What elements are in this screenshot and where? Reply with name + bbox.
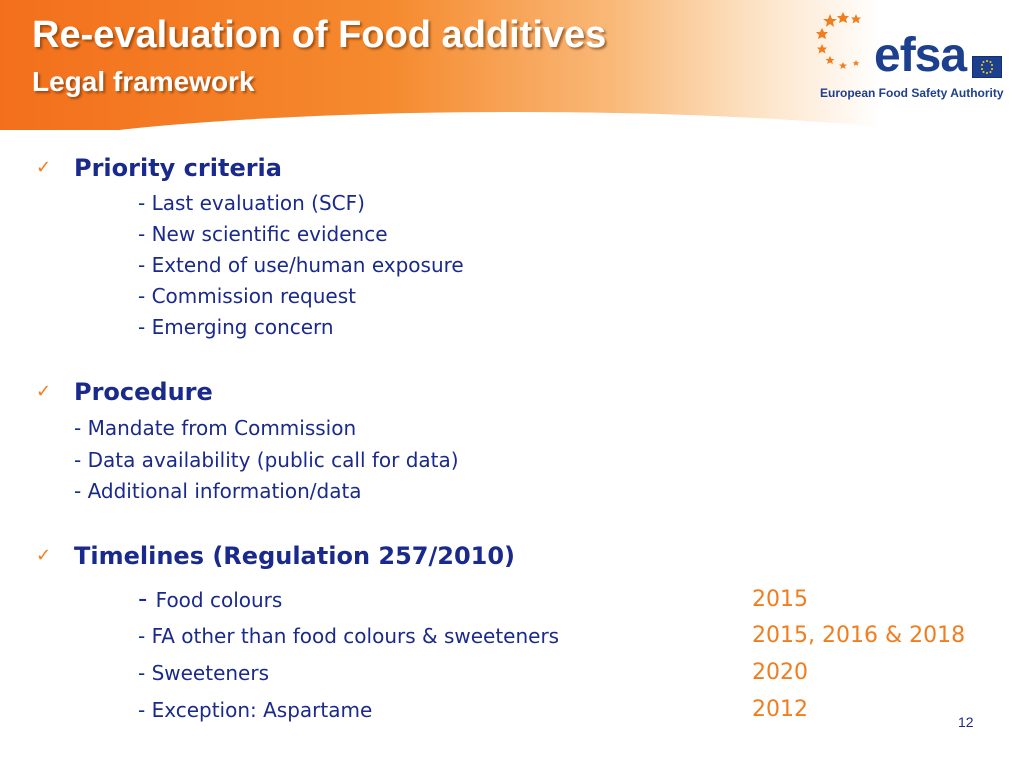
timeline-date: 2015 — [752, 587, 808, 612]
list-item: - New scientific evidence — [138, 222, 388, 246]
timeline-dash: - — [138, 584, 156, 614]
timeline-label: - Exception: Aspartame — [138, 698, 373, 722]
section-heading-procedure: Procedure — [74, 378, 213, 406]
header-banner: Re-evaluation of Food additives Legal fr… — [0, 0, 1024, 172]
list-item: - Data availability (public call for dat… — [74, 448, 459, 472]
eu-flag-icon — [972, 56, 1002, 78]
section-heading-timelines: Timelines (Regulation 257/2010) — [74, 542, 516, 570]
list-item: - Extend of use/human exposure — [138, 253, 464, 277]
list-item: - Last evaluation (SCF) — [138, 191, 365, 215]
timeline-date: 2012 — [752, 697, 808, 722]
list-item: - Mandate from Commission — [74, 416, 357, 440]
timeline-date: 2020 — [752, 660, 808, 685]
efsa-wordmark: efsa — [874, 29, 967, 82]
efsa-logo: efsa European Food Safety Authority — [816, 10, 1012, 102]
timeline-label: - Sweeteners — [138, 661, 270, 685]
efsa-stars-icon — [816, 12, 861, 69]
timeline-label-text: Food colours — [155, 588, 283, 612]
list-item: - Commission request — [138, 284, 356, 308]
list-item: - Additional information/data — [74, 479, 362, 503]
slide-number: 12 — [958, 714, 974, 730]
slide-subtitle: Legal framework — [32, 66, 255, 97]
section-heading-priority: Priority criteria — [74, 154, 282, 182]
timeline-label: - FA other than food colours & sweetener… — [138, 624, 560, 648]
timeline-date: 2015, 2016 & 2018 — [752, 623, 966, 648]
check-icon: ✓ — [36, 157, 52, 178]
efsa-tagline: European Food Safety Authority — [820, 86, 1004, 100]
list-item: - Emerging concern — [138, 315, 334, 339]
slide-title: Re-evaluation of Food additives — [32, 14, 607, 56]
timeline-label: - Food colours — [138, 584, 282, 614]
check-icon: ✓ — [36, 381, 52, 402]
check-icon: ✓ — [36, 545, 52, 566]
